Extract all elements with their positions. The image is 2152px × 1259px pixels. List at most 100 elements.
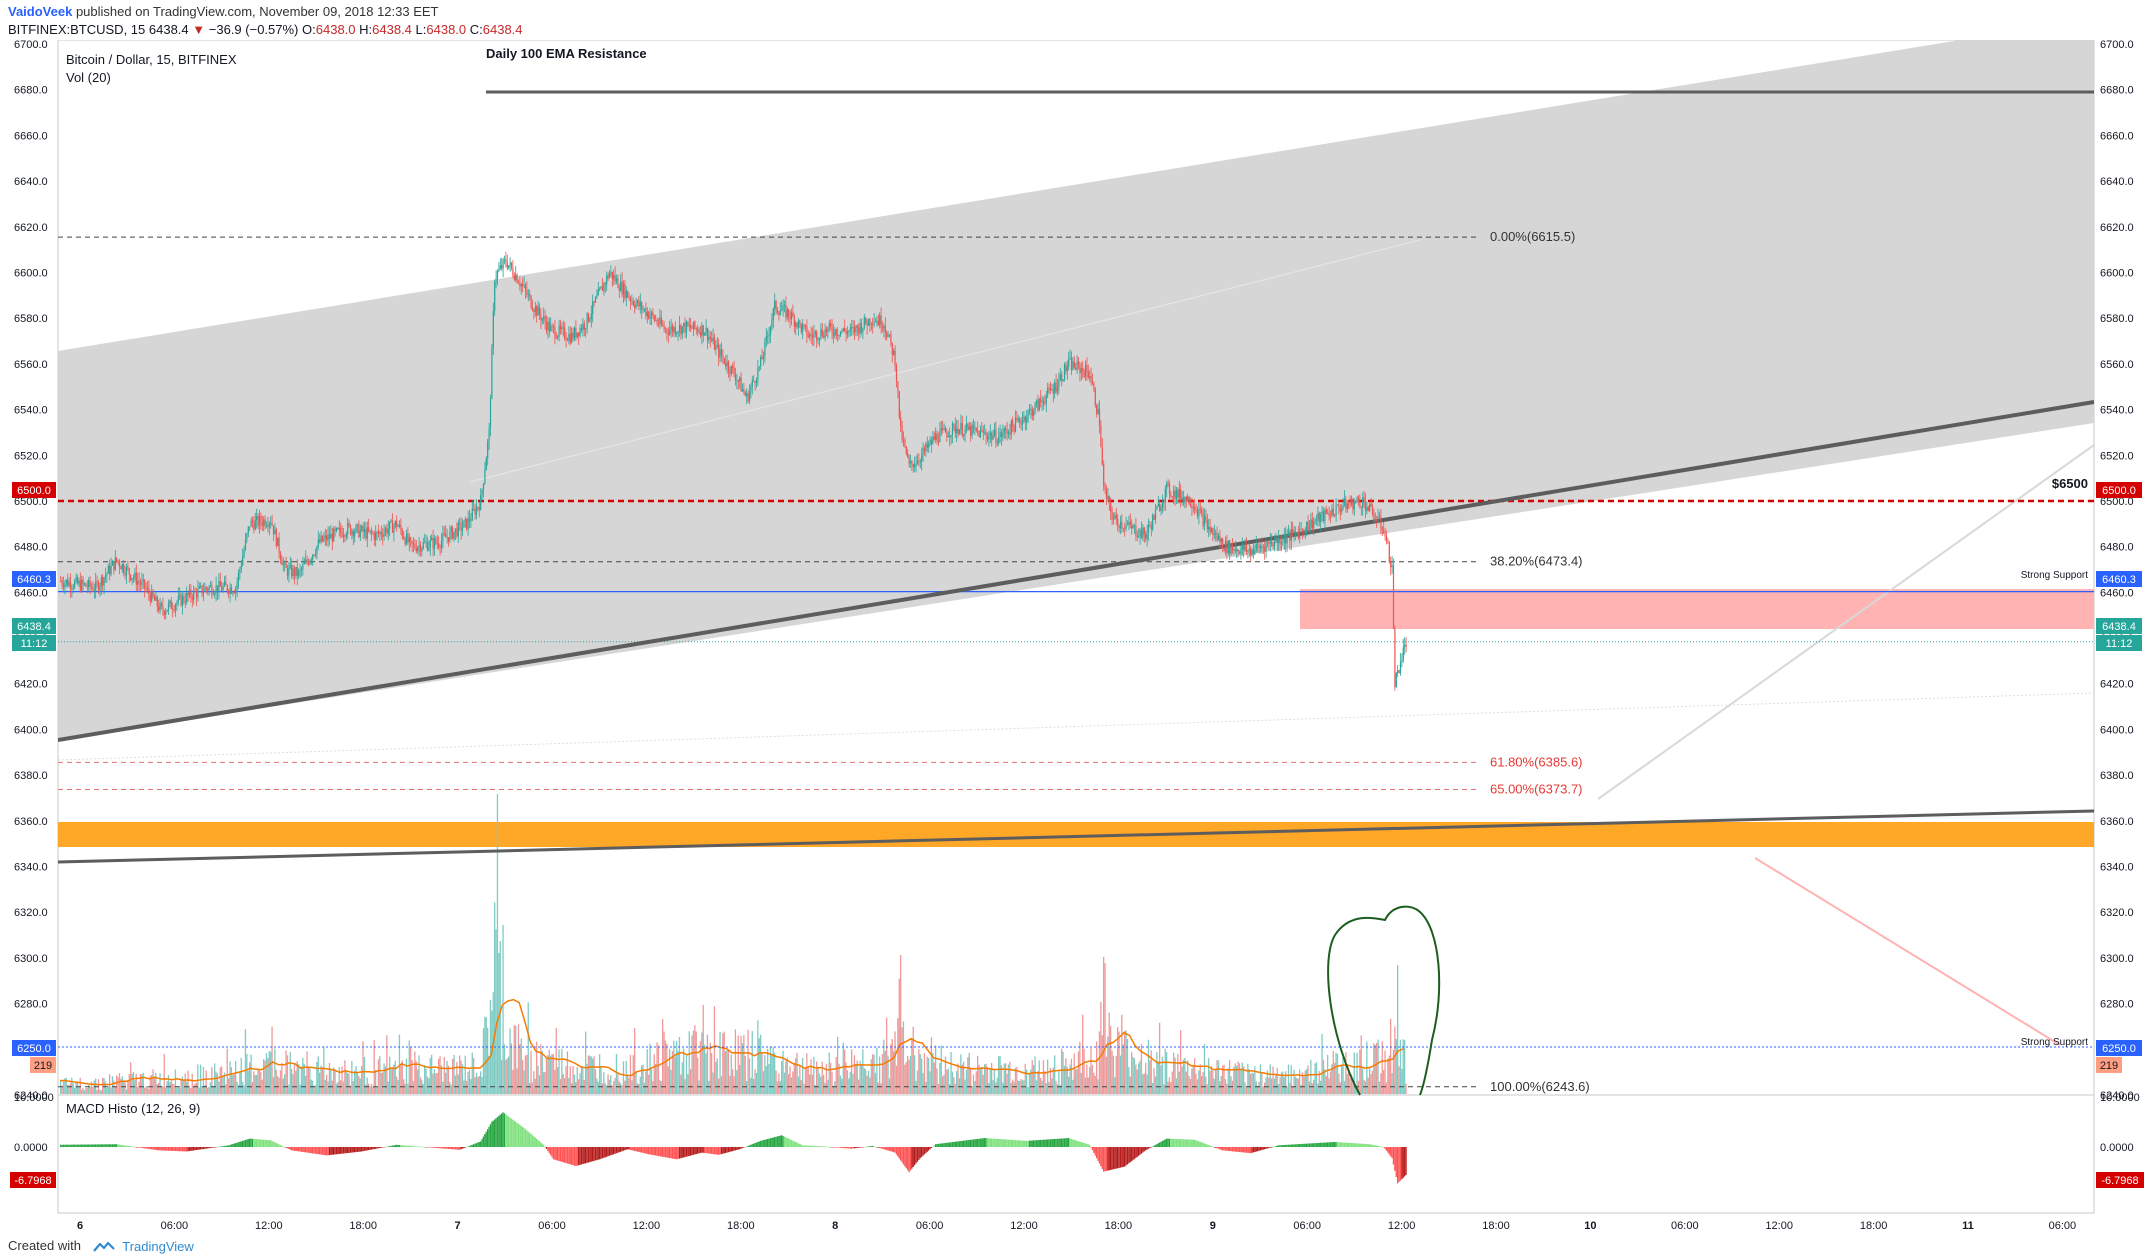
author-link[interactable]: VaidoVeek (8, 4, 73, 19)
candle (292, 565, 294, 580)
macd-bar (410, 1145, 412, 1147)
macd-bar (1073, 1139, 1075, 1147)
candle (1272, 541, 1274, 550)
candle (435, 536, 437, 546)
volume-bar (1370, 1073, 1372, 1094)
candle (940, 420, 942, 437)
candle (90, 582, 93, 591)
volume-bar (222, 1076, 224, 1094)
left-axis-tick-18: 6340.0 (14, 862, 48, 874)
candle (951, 421, 954, 444)
volume-bar (552, 1054, 555, 1094)
volume-bar (253, 1071, 255, 1094)
volume-bar (1399, 1039, 1402, 1094)
macd-bar (1321, 1142, 1323, 1147)
macd-bar (163, 1147, 165, 1151)
macd-bar (1244, 1147, 1246, 1153)
macd-bar (1271, 1147, 1273, 1148)
macd-bar (995, 1138, 997, 1147)
candle (366, 521, 368, 548)
chart-canvas[interactable]: 0.00%(6615.5)38.20%(6473.4)61.80%(6385.6… (0, 40, 2152, 1230)
macd-bar (569, 1147, 571, 1165)
macd-bar (463, 1147, 465, 1149)
macd-bar (751, 1144, 753, 1147)
candle (1090, 367, 1092, 386)
candle (1052, 383, 1054, 403)
volume-bar (1334, 1062, 1336, 1094)
volume-bar (1171, 1071, 1173, 1094)
macd-bar (979, 1138, 982, 1147)
macd-bar (1028, 1140, 1031, 1147)
macd-bar (593, 1147, 595, 1161)
volume-bar (384, 1066, 387, 1094)
volume-bar (1278, 1084, 1280, 1094)
volume-bar (1352, 1080, 1354, 1094)
volume-bar (464, 1055, 466, 1094)
volume-bar (650, 1069, 653, 1094)
candle (1002, 424, 1004, 442)
volume-bar (837, 1036, 839, 1094)
candle (923, 445, 926, 456)
volume-bar (537, 1065, 539, 1094)
volume-bar (869, 1077, 871, 1094)
time-axis-tick-17: 06:00 (1671, 1220, 1699, 1230)
macd-bar (824, 1146, 826, 1148)
macd-bar (1147, 1147, 1150, 1149)
macd-bar (846, 1147, 849, 1149)
candle (376, 530, 378, 541)
candle (1404, 637, 1406, 655)
candle (544, 309, 546, 330)
macd-bar (858, 1147, 860, 1148)
macd-bar (613, 1147, 615, 1155)
candle (369, 530, 371, 535)
left-axis-tick-10: 6500.0 (14, 496, 48, 508)
macd-bar (690, 1147, 692, 1156)
candle (594, 295, 597, 304)
macd-bar (494, 1119, 496, 1147)
volume-bar (526, 1054, 528, 1094)
volume-bar (671, 1050, 674, 1094)
candle (275, 527, 277, 549)
candle (179, 587, 181, 600)
channel-bottom-trendline[interactable] (58, 400, 2094, 742)
volume-bar (867, 1070, 870, 1094)
candle (690, 318, 692, 333)
volume-bar (881, 1053, 884, 1094)
volume-bar (624, 1080, 626, 1094)
candle (615, 274, 618, 285)
volume-bar (1058, 1070, 1060, 1094)
volume-bar (354, 1070, 356, 1094)
candle (1217, 532, 1220, 541)
volume-bar (284, 1074, 286, 1094)
candle (664, 326, 667, 334)
macd-bar (1132, 1147, 1134, 1161)
candle (1136, 530, 1138, 542)
macd-bar (200, 1147, 202, 1150)
macd-bar (562, 1147, 564, 1163)
candle (981, 421, 983, 433)
macd-bar (1405, 1147, 1407, 1175)
macd-bar (1322, 1142, 1325, 1147)
volume-bar (530, 1050, 532, 1094)
candle (893, 348, 895, 357)
volume-bar (979, 1067, 982, 1094)
tradingview-brand[interactable]: TradingView (122, 1239, 194, 1255)
candle (477, 506, 479, 512)
volume-bar (1391, 1073, 1393, 1094)
macd-bar (397, 1144, 399, 1147)
candle (1131, 519, 1133, 535)
volume-bar (127, 1079, 129, 1094)
macd-bar (734, 1147, 737, 1151)
candle (1370, 498, 1372, 508)
volume-bar (1205, 1076, 1207, 1094)
volume-bar (153, 1076, 156, 1094)
candle (331, 527, 333, 551)
candle (176, 600, 178, 611)
candle (722, 348, 724, 365)
macd-bar (888, 1147, 891, 1151)
lower-trendline[interactable] (58, 809, 2094, 864)
macd-bar (113, 1144, 115, 1147)
volume-bar (1324, 1069, 1326, 1094)
volume-bar (69, 1083, 72, 1094)
strong-support-label-lower: Strong Support (2021, 1037, 2088, 1048)
